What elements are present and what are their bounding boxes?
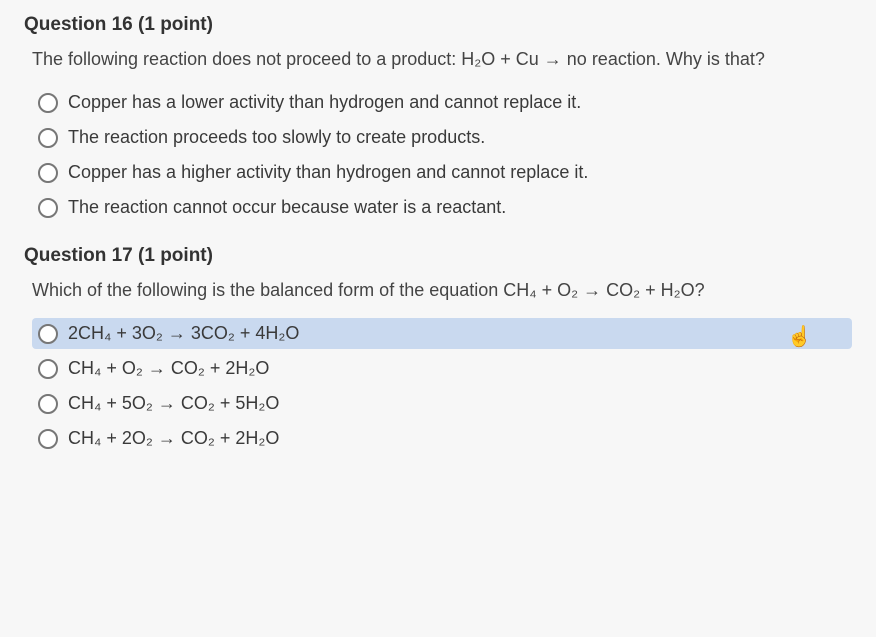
question-17: Question 17 (1 point) Which of the follo… (24, 245, 852, 454)
radio-icon[interactable] (38, 128, 58, 148)
option-row[interactable]: The reaction proceeds too slowly to crea… (32, 122, 852, 153)
option-label: The reaction cannot occur because water … (68, 197, 506, 218)
radio-icon[interactable] (38, 163, 58, 183)
stem-text-leading: The following reaction does not proceed … (32, 49, 461, 69)
radio-icon[interactable] (38, 198, 58, 218)
radio-icon[interactable] (38, 394, 58, 414)
option-row[interactable]: CH₄ + 5O₂ → CO₂ + 5H₂O (32, 388, 852, 419)
option-row[interactable]: The reaction cannot occur because water … (32, 192, 852, 223)
stem-text-leading: Which of the following is the balanced f… (32, 280, 503, 300)
option-row[interactable]: Copper has a higher activity than hydrog… (32, 157, 852, 188)
option-label: 2CH₄ + 3O₂ → 3CO₂ + 4H₂O (68, 323, 299, 344)
option-row[interactable]: 2CH₄ + 3O₂ → 3CO₂ + 4H₂O (32, 318, 852, 349)
question-17-header: Question 17 (1 point) (24, 245, 852, 267)
quiz-page: Question 16 (1 point) The following reac… (0, 0, 876, 496)
radio-icon[interactable] (38, 429, 58, 449)
stem-formula: H₂O + Cu → no reaction. (461, 49, 661, 69)
radio-icon[interactable] (38, 93, 58, 113)
option-label: CH₄ + O₂ → CO₂ + 2H₂O (68, 358, 269, 379)
question-16: Question 16 (1 point) The following reac… (24, 14, 852, 223)
radio-icon[interactable] (38, 359, 58, 379)
option-row[interactable]: Copper has a lower activity than hydroge… (32, 87, 852, 118)
stem-formula: CH₄ + O₂ → CO₂ + H₂O? (503, 280, 704, 300)
stem-text-trailing: Why is that? (661, 49, 765, 69)
question-16-stem: The following reaction does not proceed … (32, 46, 852, 73)
question-16-header: Question 16 (1 point) (24, 14, 852, 36)
question-17-stem: Which of the following is the balanced f… (32, 277, 852, 304)
question-16-options: Copper has a lower activity than hydroge… (32, 87, 852, 223)
question-17-options: 2CH₄ + 3O₂ → 3CO₂ + 4H₂O ☝ CH₄ + O₂ → CO… (32, 318, 852, 454)
radio-icon[interactable] (38, 324, 58, 344)
option-label: CH₄ + 5O₂ → CO₂ + 5H₂O (68, 393, 279, 414)
option-row[interactable]: CH₄ + 2O₂ → CO₂ + 2H₂O (32, 423, 852, 454)
option-label: Copper has a lower activity than hydroge… (68, 92, 581, 113)
option-label: CH₄ + 2O₂ → CO₂ + 2H₂O (68, 428, 279, 449)
option-row[interactable]: CH₄ + O₂ → CO₂ + 2H₂O (32, 353, 852, 384)
option-label: Copper has a higher activity than hydrog… (68, 162, 588, 183)
option-label: The reaction proceeds too slowly to crea… (68, 127, 485, 148)
